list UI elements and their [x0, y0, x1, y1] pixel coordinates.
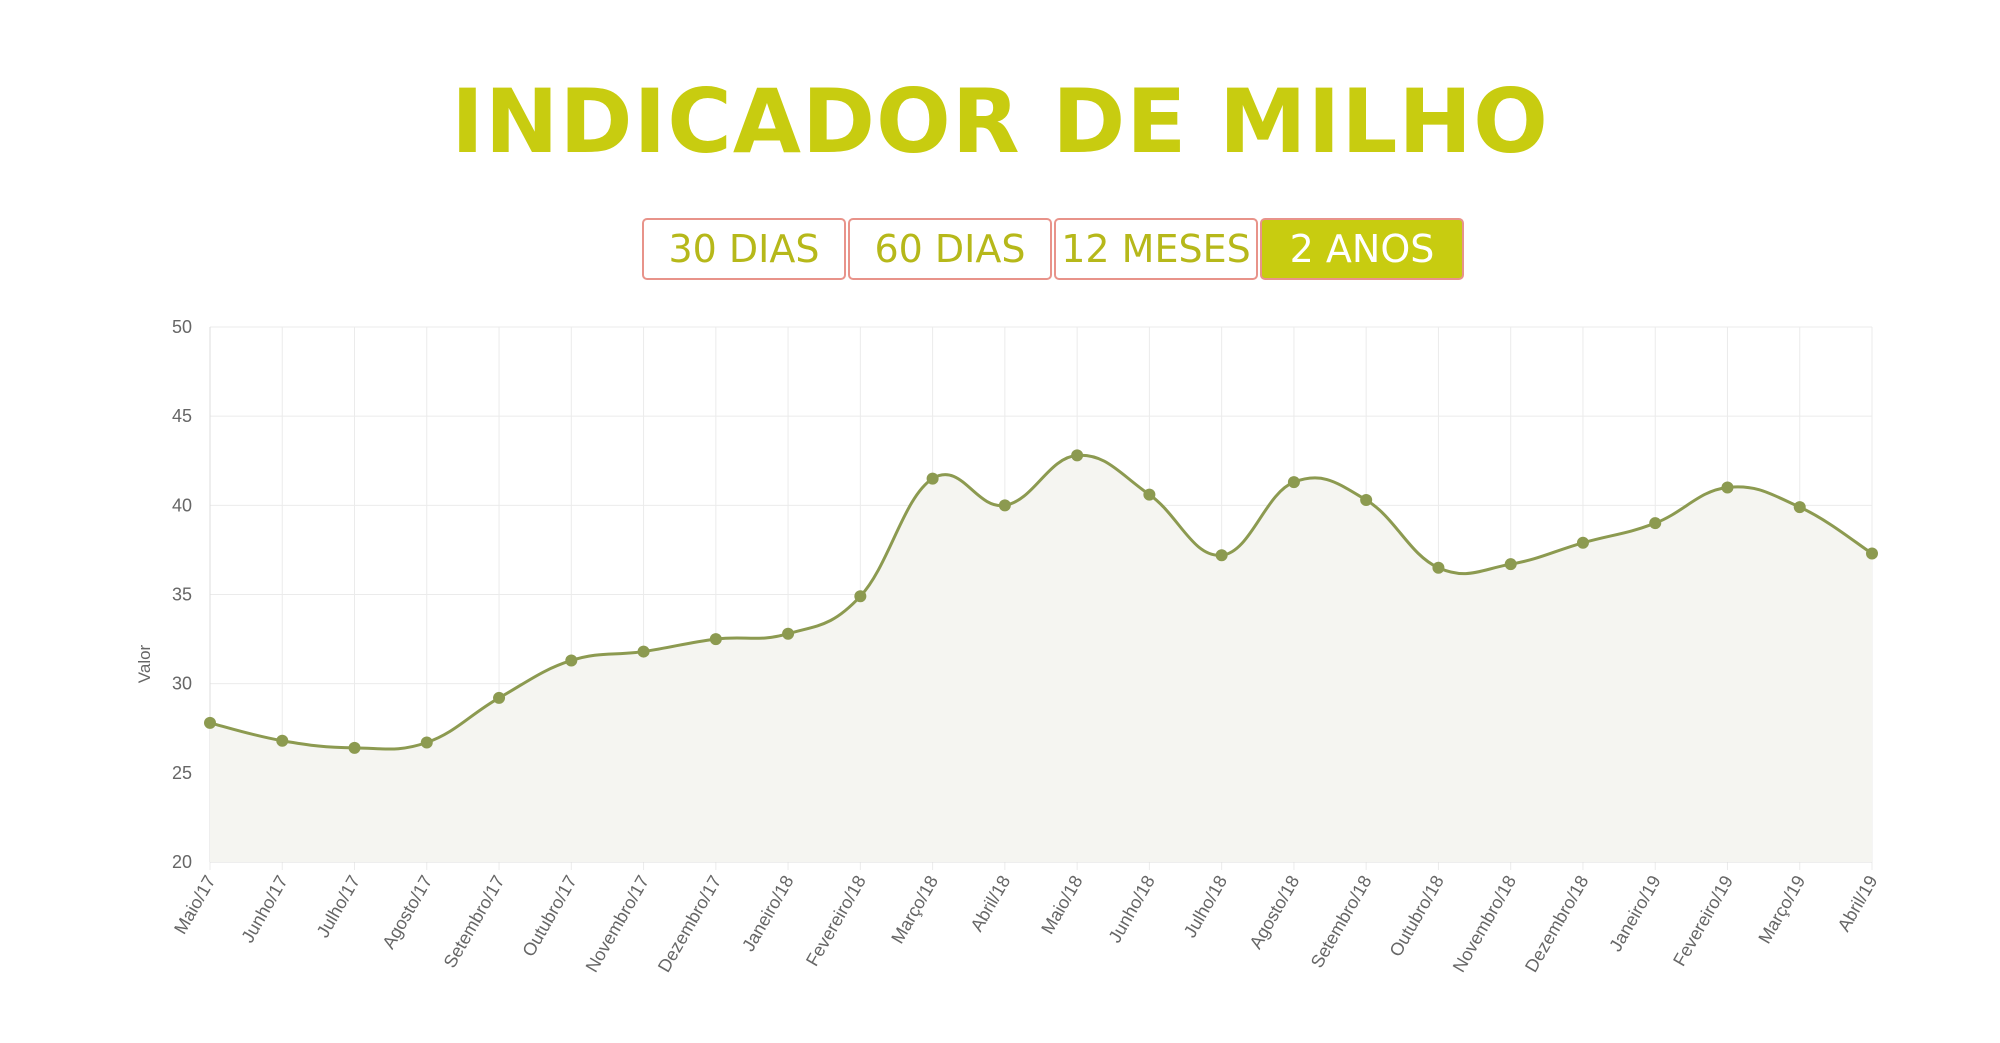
- y-tick-label: 20: [172, 852, 192, 872]
- y-tick-label: 45: [172, 406, 192, 426]
- data-point[interactable]: [565, 654, 578, 667]
- data-point[interactable]: [854, 590, 867, 603]
- data-point[interactable]: [998, 499, 1011, 512]
- x-tick-label: Dezembro/17: [654, 872, 725, 976]
- x-tick-label: Setembro/18: [1307, 872, 1376, 971]
- data-point[interactable]: [1287, 476, 1300, 489]
- data-point[interactable]: [709, 633, 722, 646]
- x-tick-label: Outubro/17: [518, 872, 580, 960]
- x-tick-label: Abril/19: [1834, 872, 1882, 935]
- x-tick-label: Maio/17: [170, 872, 219, 937]
- x-tick-label: Março/19: [1754, 872, 1809, 947]
- x-tick-label: Abril/18: [966, 872, 1014, 935]
- page-title: INDICADOR DE MILHO: [451, 70, 1549, 173]
- data-point[interactable]: [1432, 561, 1445, 574]
- data-point[interactable]: [1793, 501, 1806, 514]
- y-axis-ticks: 20 25 30 35 40 45 50: [172, 317, 192, 872]
- data-point[interactable]: [1215, 549, 1228, 562]
- data-point[interactable]: [276, 734, 289, 747]
- x-tick-label: Agosto/17: [378, 872, 436, 952]
- x-tick-label: Janeiro/19: [1605, 872, 1664, 955]
- y-tick-label: 25: [172, 763, 192, 783]
- data-point[interactable]: [1576, 536, 1589, 549]
- x-tick-label: Dezembro/18: [1521, 872, 1592, 976]
- x-tick-label: Novembro/17: [582, 872, 653, 976]
- x-tick-label: Junho/18: [1104, 872, 1158, 946]
- data-point[interactable]: [1866, 547, 1878, 560]
- x-tick-label: Outubro/18: [1386, 872, 1448, 960]
- x-tick-label: Fevereiro/18: [802, 872, 870, 970]
- x-tick-label: Setembro/17: [440, 872, 509, 971]
- data-point[interactable]: [1071, 449, 1084, 462]
- x-tick-label: Fevereiro/19: [1669, 872, 1737, 970]
- data-point[interactable]: [926, 472, 939, 485]
- y-tick-label: 35: [172, 585, 192, 605]
- tab-30-dias[interactable]: 30 DIAS: [642, 218, 846, 280]
- data-point[interactable]: [1649, 517, 1662, 530]
- data-point[interactable]: [637, 645, 650, 658]
- x-tick-label: Agosto/18: [1246, 872, 1304, 952]
- tab-12-meses[interactable]: 12 MESES: [1054, 218, 1258, 280]
- y-tick-label: 40: [172, 495, 192, 515]
- time-range-selector: 30 DIAS 60 DIAS 12 MESES 2 ANOS: [642, 218, 1464, 280]
- x-tick-label: Junho/17: [237, 872, 291, 946]
- tab-2-anos[interactable]: 2 ANOS: [1260, 218, 1464, 280]
- data-point[interactable]: [204, 716, 216, 729]
- data-point[interactable]: [493, 691, 506, 704]
- area-fill: [210, 455, 1872, 862]
- data-point[interactable]: [348, 741, 361, 754]
- data-point[interactable]: [1143, 488, 1156, 501]
- x-tick-label: Julho/18: [1180, 872, 1231, 941]
- data-point[interactable]: [1504, 558, 1517, 571]
- x-tick-label: Março/18: [887, 872, 942, 947]
- y-tick-label: 50: [172, 317, 192, 337]
- x-tick-label: Maio/18: [1037, 872, 1086, 937]
- data-point[interactable]: [782, 627, 795, 640]
- tab-60-dias[interactable]: 60 DIAS: [848, 218, 1052, 280]
- x-tick-label: Janeiro/18: [738, 872, 797, 955]
- data-point[interactable]: [1721, 481, 1734, 494]
- data-point[interactable]: [1360, 493, 1373, 506]
- data-points: [204, 449, 1878, 754]
- x-tick-label: Novembro/18: [1449, 872, 1520, 976]
- y-axis-title: Valor: [135, 644, 154, 683]
- data-point[interactable]: [420, 736, 433, 749]
- x-tick-label: Julho/17: [313, 872, 364, 941]
- y-tick-label: 30: [172, 674, 192, 694]
- x-axis-ticks: Maio/17 Junho/17 Julho/17 Agosto/17 Setembro…: [170, 872, 1881, 976]
